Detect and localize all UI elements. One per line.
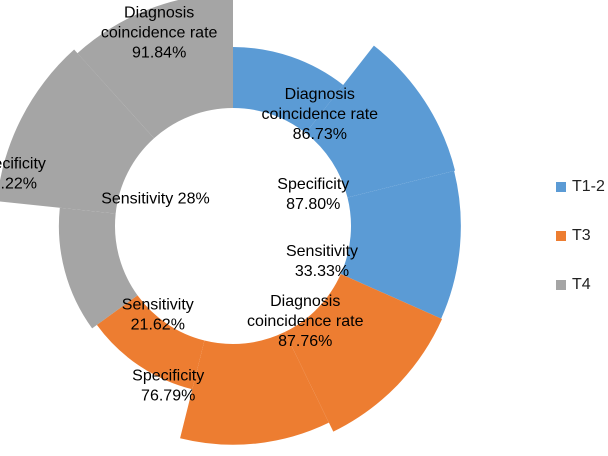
data-label-line: 87.80% (286, 196, 340, 213)
wedge-t4-diagnosis-coincidence-rate[interactable] (77, 0, 233, 139)
data-label-line: Specificity (132, 368, 204, 385)
legend-swatch-t4 (556, 279, 566, 290)
wedge-t1-2-specificity[interactable] (305, 45, 456, 198)
wedge-t3-diagnosis-coincidence-rate[interactable] (284, 273, 443, 432)
data-label-line: Diagnosis (285, 86, 355, 103)
data-label-t3-specificity: Specificity 76.79% (132, 368, 204, 405)
data-label-t4-sensitivity: Sensitivity 28% (101, 191, 210, 208)
legend-swatch-t3 (556, 230, 566, 241)
data-label-t4-specificity: Specificity 97.22% (0, 156, 46, 193)
legend-item-t4[interactable]: T4 (556, 275, 605, 294)
wedge-t3-specificity[interactable] (180, 332, 329, 445)
data-label-line: 97.22% (0, 176, 37, 193)
data-label-t3-sensitivity: Sensitivity 21.62% (122, 297, 194, 334)
data-label-line: 21.62% (131, 317, 185, 334)
wedge-t3-sensitivity[interactable] (96, 295, 205, 390)
data-label-line: 87.76% (278, 333, 332, 350)
data-label-line: coincidence rate (262, 106, 379, 123)
data-label-line: 33.33% (295, 263, 349, 280)
data-label-t1-2-diagnosis-coincidence-rate: Diagnosis coincidence rate 86.73% (262, 86, 379, 143)
data-label-t1-2-specificity: Specificity 87.80% (277, 176, 349, 213)
data-label-line: Diagnosis (124, 5, 194, 22)
wedge-t4-specificity[interactable] (0, 49, 155, 214)
data-label-t4-diagnosis-coincidence-rate: Diagnosis coincidence rate 91.84% (101, 5, 218, 62)
data-label-line: Diagnosis (270, 293, 340, 310)
data-label-line: Sensitivity 28% (101, 191, 210, 208)
data-label-line: Sensitivity (122, 297, 194, 314)
data-label-line: 91.84% (132, 45, 186, 62)
legend-item-t3[interactable]: T3 (556, 226, 605, 245)
data-label-line: Sensitivity (286, 243, 358, 260)
legend-label-t4: T4 (572, 275, 591, 293)
data-label-t1-2-sensitivity: Sensitivity 33.33% (286, 243, 358, 280)
chart-labels: Sensitivity 33.33% Specificity 87.80% Diagno… (0, 5, 378, 405)
data-label-line: 76.79% (141, 388, 195, 405)
legend-swatch-t1-2 (556, 181, 566, 192)
data-label-line: Specificity (0, 156, 46, 173)
data-label-line: coincidence rate (101, 25, 218, 42)
chart-legend: T1-2 T3 T4 (556, 177, 605, 324)
wedge-t1-2-diagnosis-coincidence-rate[interactable] (340, 170, 461, 319)
data-label-line: Specificity (277, 176, 349, 193)
chart-wedges (0, 0, 461, 445)
legend-item-t1-2[interactable]: T1-2 (556, 177, 605, 196)
legend-label-t1-2: T1-2 (572, 177, 605, 195)
legend-label-t3: T3 (572, 226, 591, 244)
data-label-line: 86.73% (293, 126, 347, 143)
wedge-t4-sensitivity[interactable] (58, 207, 138, 329)
data-label-t3-diagnosis-coincidence-rate: Diagnosis coincidence rate 87.76% (247, 293, 364, 350)
wedge-t1-2-sensitivity[interactable] (233, 47, 344, 134)
data-label-line: coincidence rate (247, 313, 364, 330)
